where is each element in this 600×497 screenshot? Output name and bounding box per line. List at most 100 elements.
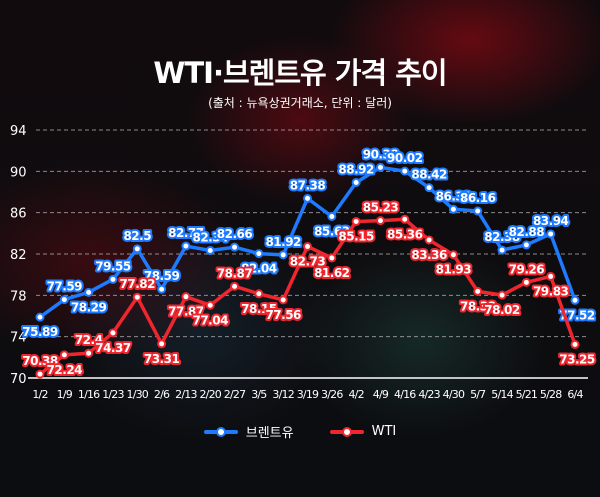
data-label: 82.66 [217,227,253,241]
data-label: 72.24 [47,363,83,377]
legend-item-brent: 브렌트유 [203,422,294,441]
data-point [59,350,69,360]
data-label: 78.02 [484,303,520,317]
y-tick-label: 94 [10,124,27,139]
x-tick-label: 5/21 [516,388,538,401]
data-point [570,295,580,305]
data-label: 78.87 [217,266,253,280]
data-point [424,235,434,245]
data-label: 82.34 [192,230,228,244]
data-label: 85.63 [314,224,350,238]
data-label: 73.31 [144,352,180,366]
data-point [254,289,264,299]
data-label: 82.73 [290,254,326,268]
x-tick-label: 3/26 [321,388,343,401]
x-tick-label: 2/27 [224,388,246,401]
data-point [205,300,215,310]
x-tick-label: 3/12 [272,388,294,401]
data-point [400,166,410,176]
data-label: 90.02 [387,151,423,165]
y-tick-label: 82 [10,248,27,263]
data-label: 77.56 [265,308,301,322]
data-point [448,250,458,260]
chart-subtitle: (출처 : 뉴욕상권거래소, 단위 : 달러) [208,96,392,110]
data-point [473,286,483,296]
data-label: 78.29 [71,300,107,314]
x-tick-label: 4/16 [394,388,416,401]
data-point [351,216,361,226]
data-label: 83.94 [533,214,569,228]
y-tick-label: 86 [10,207,27,222]
data-label: 85.23 [363,201,399,215]
data-label: 74.37 [95,341,131,355]
data-point [230,242,240,252]
data-label: 79.83 [533,284,569,298]
data-label: 81.62 [314,266,350,280]
data-label: 81.93 [436,263,472,277]
data-point [157,339,167,349]
x-tick-label: 2/20 [199,388,221,401]
data-label: 88.92 [338,162,374,176]
y-tick-label: 70 [10,372,27,387]
legend: 브렌트유 WTI [0,422,600,441]
data-point [35,312,45,322]
data-label: 82.88 [509,225,545,239]
x-tick-label: 1/23 [102,388,124,401]
data-point [448,204,458,214]
data-point [59,295,69,305]
data-label: 70.38 [22,354,58,368]
y-tick-label: 78 [10,289,27,304]
data-point [424,183,434,193]
x-tick-label: 6/4 [567,388,583,401]
data-point [205,245,215,255]
data-point [400,214,410,224]
data-label: 81.92 [265,235,301,249]
data-point [497,290,507,300]
data-point [230,281,240,291]
x-tick-label: 3/5 [251,388,267,401]
x-tick-label: 5/28 [540,388,562,401]
data-label: 90.38 [363,147,399,161]
x-tick-label: 5/14 [491,388,513,401]
data-label: 78.38 [460,299,496,313]
data-label: 79.55 [95,259,131,273]
data-point [521,277,531,287]
data-label: 77.59 [47,280,83,294]
x-tick-label: 4/9 [373,388,389,401]
x-tick-label: 1/9 [57,388,73,401]
x-tick-label: 1/2 [32,388,47,401]
x-tick-label: 1/16 [78,388,100,401]
data-label: 72.4 [75,333,103,347]
legend-label: WTI [371,424,397,439]
data-label: 78.15 [241,302,277,316]
data-point [278,295,288,305]
data-point [521,240,531,250]
data-label: 77.82 [120,277,156,291]
data-point [303,193,312,203]
chart-title: WTI·브렌트유 가격 추이 [153,56,447,90]
x-tick-label: 5/7 [470,388,486,401]
data-point [497,245,507,255]
data-label: 77.04 [192,313,228,327]
data-point [181,241,191,251]
data-label: 83.36 [411,248,447,262]
x-tick-label: 3/19 [297,388,319,401]
data-point [473,206,483,216]
data-label: 82.04 [241,262,277,276]
data-point [303,241,312,251]
data-point [84,287,94,297]
data-point [546,271,556,281]
y-tick-label: 90 [10,165,27,180]
data-label: 75.89 [22,325,58,339]
data-label: 82.5 [123,229,151,243]
y-tick-label: 74 [10,331,27,346]
data-label: 82.77 [168,226,204,240]
data-point [157,284,167,294]
data-point [327,211,337,221]
legend-marker-brent [203,426,238,437]
data-point [546,229,556,239]
data-point [181,292,191,302]
x-tick-label: 2/6 [154,388,170,401]
